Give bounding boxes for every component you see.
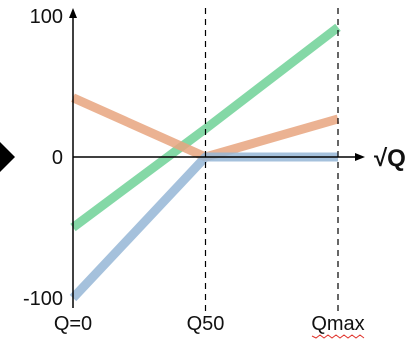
spellcheck-underline (311, 334, 365, 339)
y-tick-label: 0 (52, 147, 63, 169)
x-tick-label: Qmax (311, 313, 364, 335)
series-line-1 (70, 23, 341, 232)
x-axis-label: √Q (374, 145, 406, 172)
y-tick-label: -100 (23, 288, 63, 310)
x-tick-label: Q=0 (54, 313, 92, 335)
axes-layer (0, 8, 365, 312)
x-tick-label: Q50 (187, 313, 225, 335)
x-axis-arrowhead (355, 153, 365, 161)
y-tick-label: 100 (30, 6, 63, 28)
pointer-arrow-marker (0, 142, 15, 172)
labels-layer: 100 0 -100 Q=0 Q50 Qmax √Q (23, 6, 406, 339)
y-axis-arrowhead (69, 8, 77, 18)
